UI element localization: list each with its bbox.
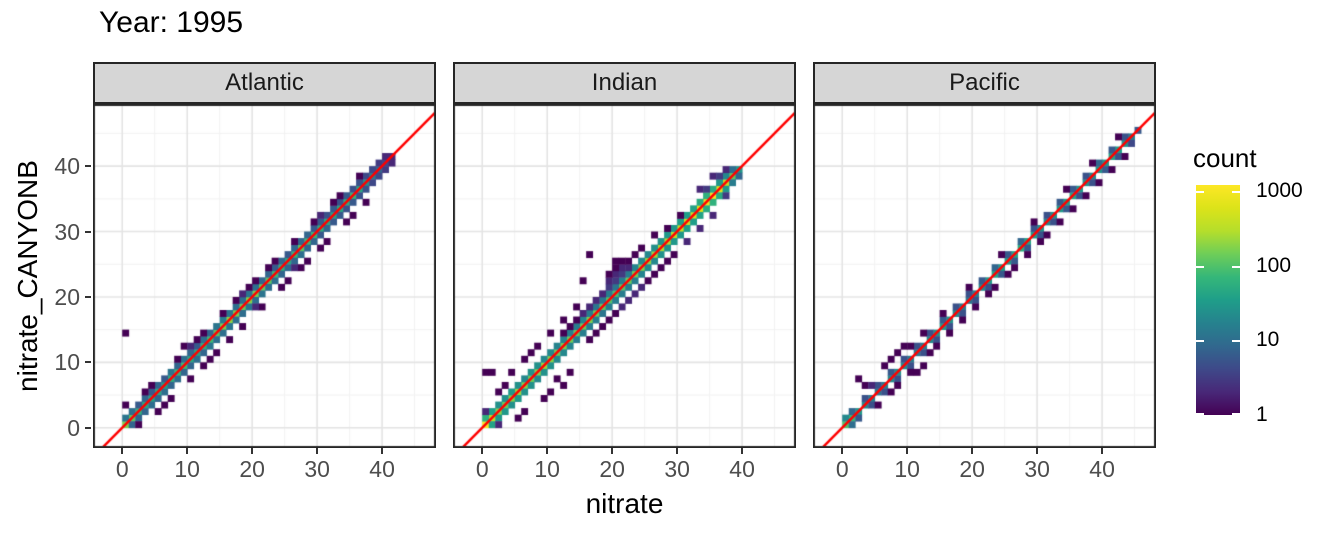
x-tick-mark [1101,448,1104,454]
facet-strip-atlantic: Atlantic [93,62,436,104]
y-tick-label: 20 [54,283,80,310]
y-tick-label: 10 [54,349,80,376]
x-tick-label: 20 [959,456,985,482]
x-tick-label: 30 [1024,456,1050,482]
x-tick-mark [546,448,549,454]
y-tick-mark [85,165,91,168]
x-tick-mark [971,448,974,454]
y-tick-mark [85,230,91,233]
x-tick-label: 10 [894,456,920,482]
legend-tick-dash [1232,340,1240,343]
x-tick-mark [186,448,189,454]
legend-tick-dash [1196,190,1204,193]
x-tick-mark [1036,448,1039,454]
x-tick-label: 40 [369,456,395,482]
x-tick-label: 30 [664,456,690,482]
x-axis-title: nitrate [585,488,664,519]
legend-title: count [1193,143,1257,173]
x-tick-label: 0 [475,456,489,482]
legend-tick-dash [1232,413,1240,415]
x-tick-label: 20 [239,456,265,482]
legend-tick-label: 100 [1256,253,1292,277]
y-tick-mark [85,295,91,298]
legend-tick-dash [1196,413,1204,415]
x-tick-mark [741,448,744,454]
y-tick-label: 40 [54,153,80,180]
x-tick-mark [251,448,254,454]
panel-indian [453,104,796,448]
x-tick-mark [381,448,384,454]
legend-tick-label: 1000 [1256,178,1303,202]
x-tick-label: 10 [534,456,560,482]
count-legend: count 1000 100 10 1 [1190,0,1344,537]
x-tick-mark [906,448,909,454]
y-tick-mark [85,361,91,364]
facet-strip-pacific: Pacific [813,62,1156,104]
legend-tick-dash [1196,340,1204,343]
chart-title: Year: 1995 [99,6,244,39]
panel-pacific [813,104,1156,448]
x-tick-label: 30 [304,456,330,482]
x-tick-mark [676,448,679,454]
x-tick-mark [121,448,124,454]
x-tick-label: 40 [729,456,755,482]
x-tick-mark [611,448,614,454]
y-tick-label: 0 [67,414,80,441]
x-tick-label: 0 [115,456,129,482]
facet-strip-indian: Indian [453,62,796,104]
legend-tick-label: 1 [1256,403,1268,426]
legend-tick-dash [1196,265,1204,268]
x-tick-label: 0 [835,456,849,482]
y-tick-mark [85,426,91,429]
x-tick-label: 20 [599,456,625,482]
legend-tick-dash [1232,190,1240,193]
panel-atlantic [93,104,436,448]
x-tick-mark [316,448,319,454]
legend-tick-dash [1232,265,1240,268]
x-tick-label: 40 [1089,456,1115,482]
x-tick-mark [841,448,844,454]
x-tick-label: 10 [174,456,200,482]
x-tick-mark [481,448,484,454]
legend-tick-label: 10 [1256,328,1280,352]
legend-colorbar [1196,185,1240,415]
y-tick-label: 30 [54,218,80,245]
